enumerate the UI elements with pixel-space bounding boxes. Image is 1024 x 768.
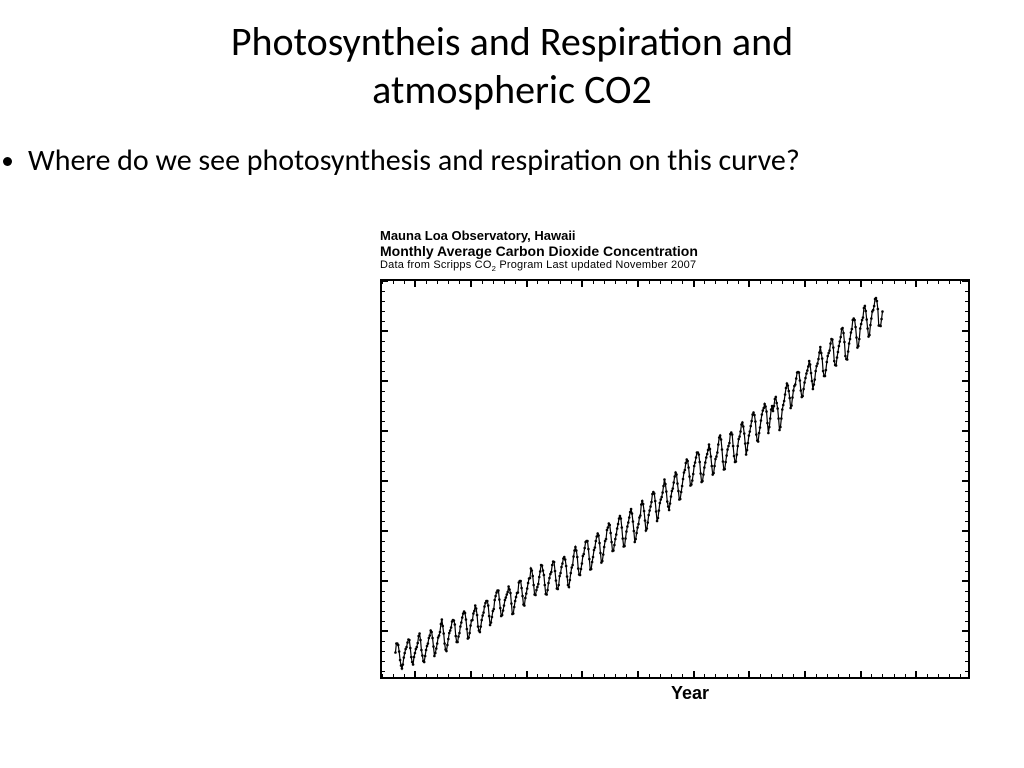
chart-title-source: Data from Scripps CO2 Program Last updat… — [380, 259, 1000, 273]
title-line1: Photosyntheis and Respiration and — [231, 17, 793, 66]
x-axis-label: Year — [380, 683, 1000, 704]
bullet-list: Where do we see photosynthesis and respi… — [0, 142, 1024, 180]
slide-title: Photosyntheis and Respiration and atmosp… — [0, 0, 1024, 114]
plot-area: CO2 Concentration (ppm) 3103203303403503… — [380, 279, 970, 679]
chart-title-location: Mauna Loa Observatory, Hawaii — [380, 228, 1000, 243]
chart-title-main: Monthly Average Carbon Dioxide Concentra… — [380, 243, 1000, 259]
data-curve — [382, 281, 970, 679]
keeling-curve-chart: Mauna Loa Observatory, Hawaii Monthly Av… — [300, 228, 1000, 728]
bullet-item: Where do we see photosynthesis and respi… — [28, 142, 1016, 180]
title-line2: atmospheric CO2 — [372, 65, 652, 114]
